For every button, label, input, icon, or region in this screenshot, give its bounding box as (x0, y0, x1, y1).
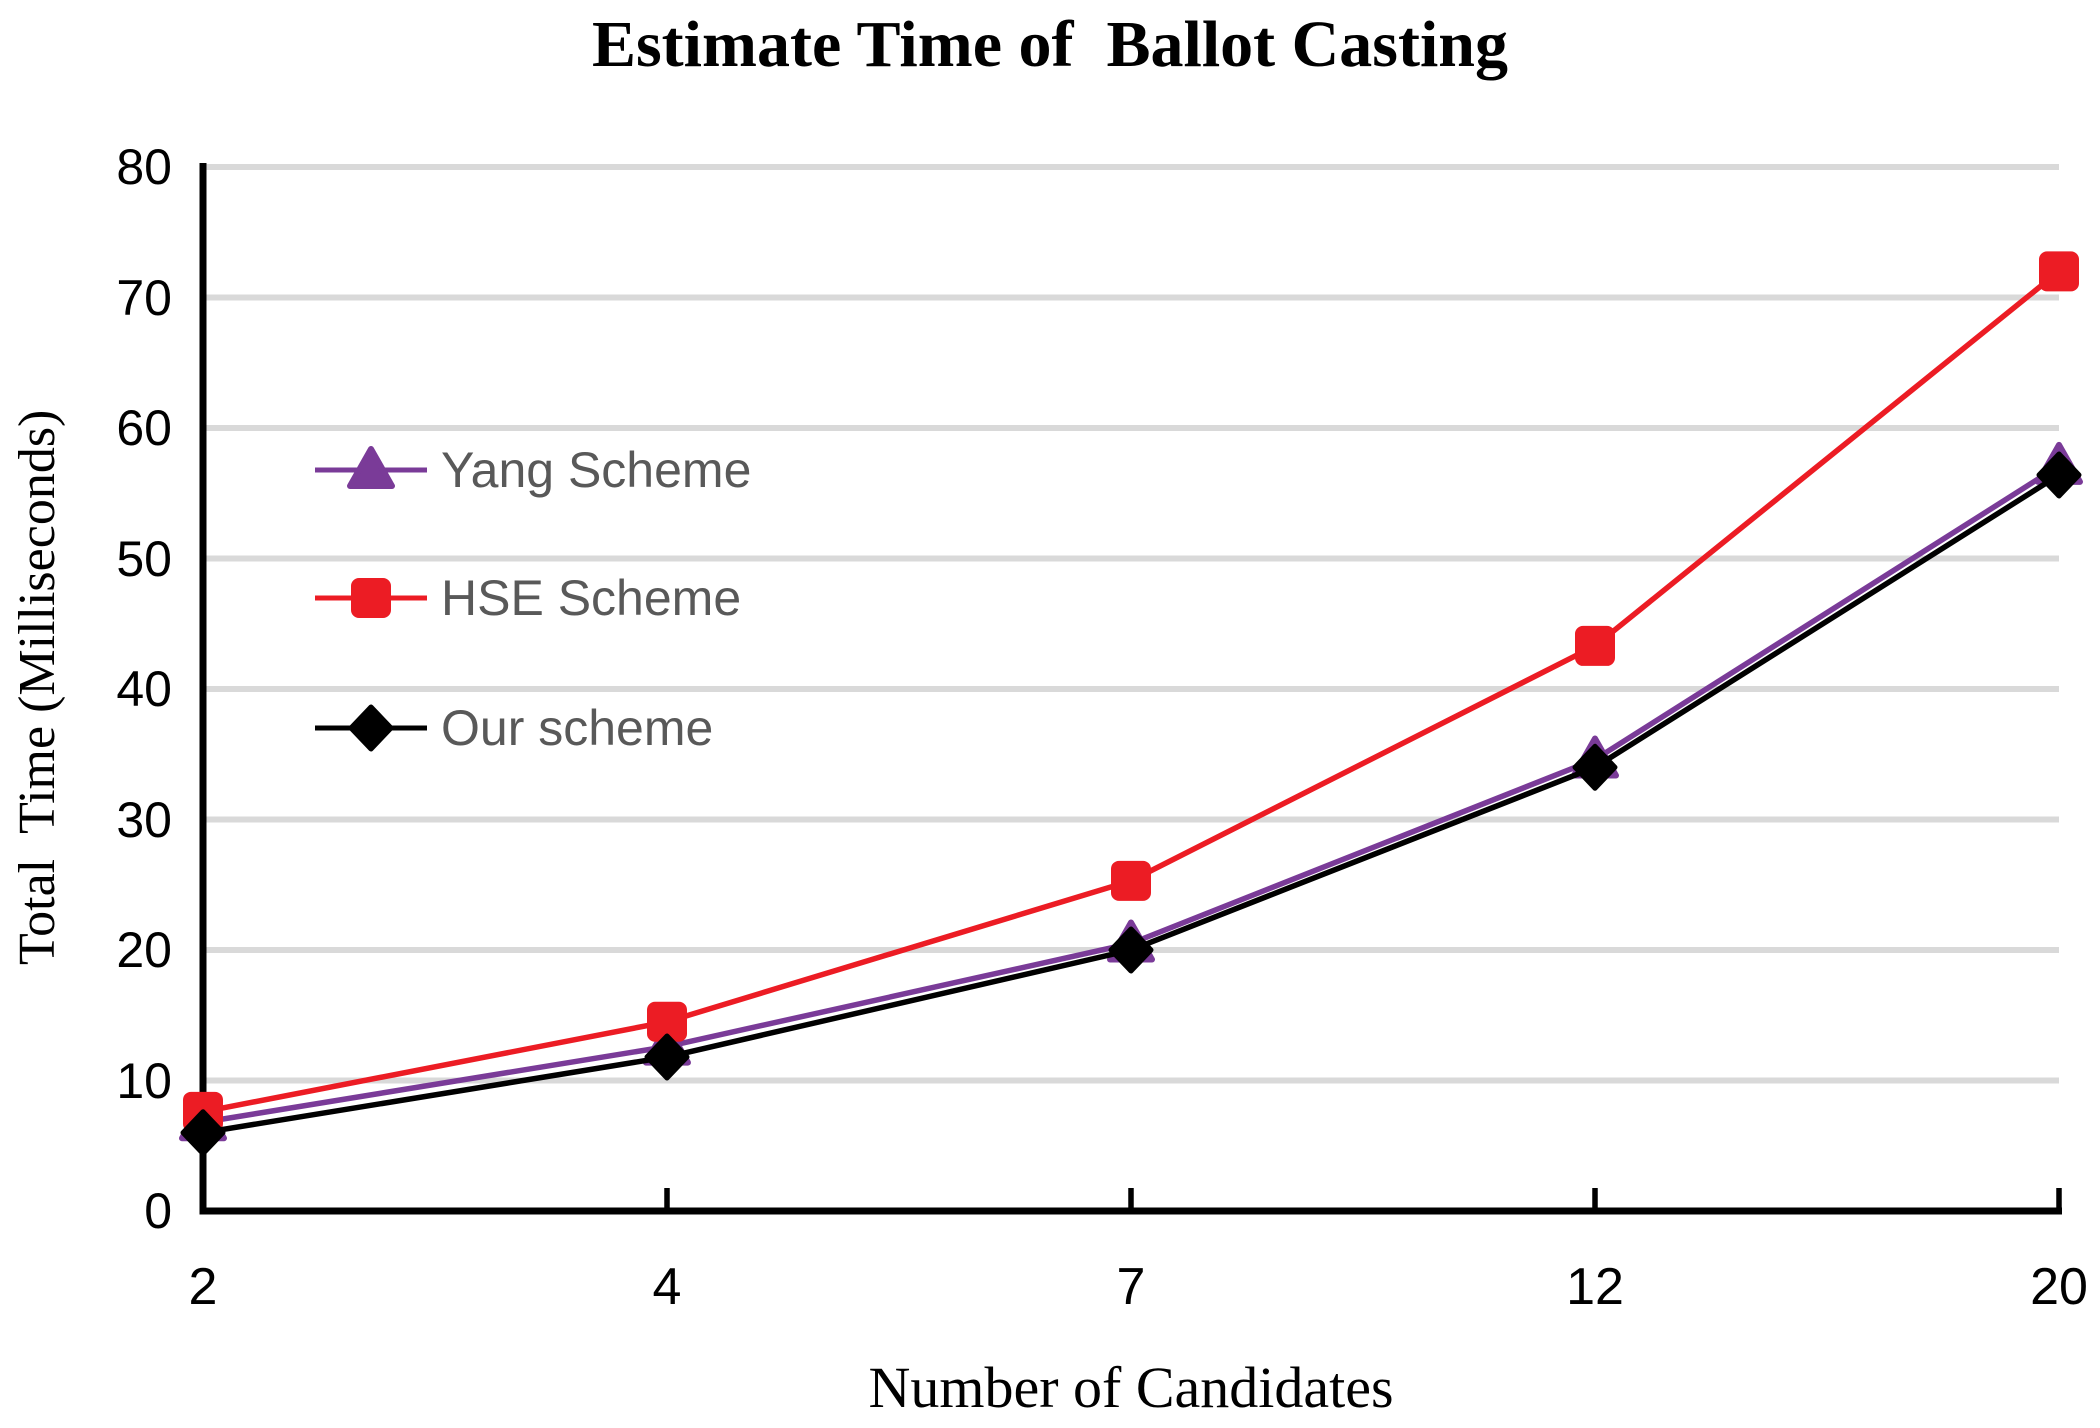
series-yang-scheme (179, 441, 2083, 1142)
series-hse-scheme-point-12 (1575, 625, 1615, 666)
series-our-scheme-point-2 (180, 1109, 226, 1157)
legend-label: Our scheme (441, 700, 714, 756)
x-tick-label: 7 (1116, 1258, 1146, 1316)
y-tick-label: 0 (144, 1183, 172, 1239)
x-tick-label: 2 (188, 1258, 218, 1316)
legend-item-hse-scheme: HSE Scheme (315, 570, 742, 626)
y-tick-label: 40 (116, 661, 172, 717)
diamond-icon (348, 704, 394, 752)
x-tick-label: 4 (652, 1258, 682, 1316)
triangle-icon (347, 446, 395, 489)
y-axis-title: Total Time (Milliseconds) (9, 409, 66, 965)
legend-label: HSE Scheme (441, 570, 742, 626)
series-hse-scheme-point-7 (1111, 860, 1151, 901)
x-axis-title: Number of Candidates (868, 1355, 1394, 1420)
y-tick-label: 20 (116, 922, 172, 978)
y-tick-label: 10 (116, 1052, 172, 1109)
series-our-scheme-point-4 (644, 1033, 690, 1081)
series-our-scheme-point-7 (1108, 926, 1154, 974)
series-hse-scheme-point-20 (2039, 251, 2079, 292)
series-our-scheme (180, 451, 2082, 1157)
y-tick-label: 30 (116, 791, 172, 848)
x-tick-label: 20 (2030, 1258, 2088, 1316)
square-icon (351, 578, 391, 618)
our-scheme-marker-icon (315, 704, 427, 752)
series-our-scheme-point-20 (2036, 451, 2082, 499)
legend-item-our-scheme: Our scheme (315, 700, 714, 756)
legend-item-yang-scheme: Yang Scheme (315, 442, 752, 498)
series-our-scheme-point-12 (1572, 743, 1618, 791)
legend-label: Yang Scheme (441, 442, 752, 498)
chart-title: Estimate Time of Ballot Casting (591, 8, 1509, 81)
yang-scheme-marker-icon (315, 446, 427, 489)
y-tick-label: 80 (116, 139, 172, 195)
x-tick-label: 12 (1566, 1258, 1624, 1316)
y-tick-label: 60 (116, 400, 172, 456)
hse-scheme-marker-icon (315, 578, 427, 618)
y-tick-label: 70 (116, 269, 172, 326)
series-yang-scheme-line (202, 463, 2061, 1125)
y-tick-label: 50 (116, 530, 172, 587)
